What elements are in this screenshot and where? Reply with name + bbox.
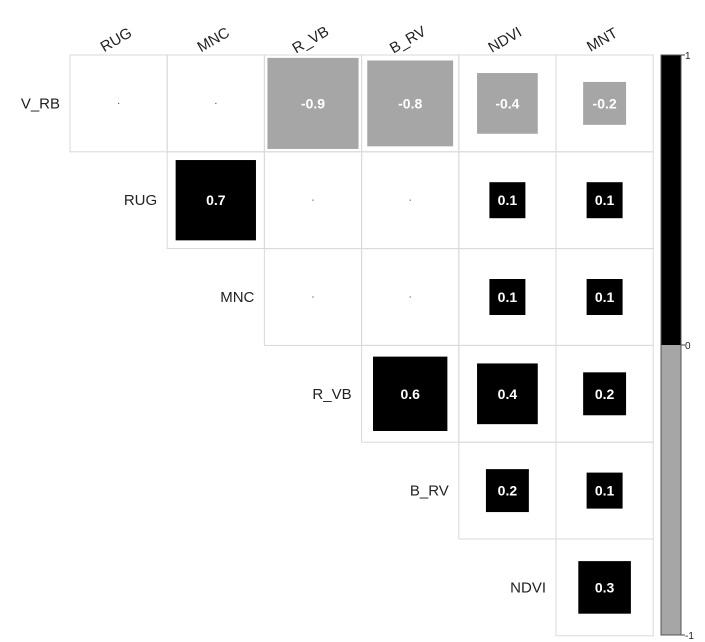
correlation-square	[578, 561, 631, 614]
row-label: MNC	[220, 289, 254, 306]
correlation-square	[367, 60, 454, 147]
row-label: RUG	[124, 192, 157, 209]
row-label: NDVI	[510, 579, 546, 596]
correlation-square	[583, 372, 627, 416]
correlation-square	[175, 160, 256, 241]
correlation-value-label: 0.6	[400, 386, 420, 402]
correlation-value-label: 0.1	[498, 289, 518, 305]
row-label: R_VB	[312, 386, 351, 403]
correlation-value-label: 0.1	[498, 192, 518, 208]
correlation-square	[477, 363, 538, 425]
correlation-square	[485, 469, 529, 513]
colorbar-tick-label: -1	[685, 631, 694, 642]
correlation-square	[586, 279, 623, 315]
correlation-square	[373, 356, 448, 431]
correlation-value-label: -0.2	[593, 95, 617, 111]
correlation-square	[586, 472, 623, 509]
correlation-square	[489, 279, 526, 315]
correlation-value-label: 0.1	[595, 289, 615, 305]
colorbar-tick-label: 1	[685, 51, 691, 62]
row-label: V_RB	[21, 95, 60, 112]
correlation-dot	[215, 102, 217, 104]
correlation-square	[583, 81, 627, 125]
correlation-dot	[312, 199, 314, 201]
correlation-dot	[409, 296, 411, 298]
correlation-value-label: 0.1	[595, 483, 615, 499]
axis-labels: RUG MNC R_VB B_RV NDVI MNT V_RB RUG MNC R_VB B_RV N…	[21, 23, 621, 596]
column-label: B_RV	[387, 23, 429, 57]
correlation-value-label: -0.8	[398, 95, 422, 111]
column-label: MNC	[195, 24, 233, 56]
column-label: NDVI	[485, 24, 525, 57]
correlation-square	[489, 182, 526, 219]
correlation-square	[267, 57, 359, 149]
correlation-value-label: 0.2	[498, 483, 518, 499]
row-label: B_RV	[410, 483, 449, 500]
correlation-value-label: -0.4	[495, 95, 519, 111]
correlation-value-label: -0.9	[301, 95, 325, 111]
column-label: RUG	[98, 24, 135, 55]
colorbar: 1 0 -1	[660, 51, 694, 642]
grid-cell	[555, 538, 654, 637]
correlation-dot	[312, 296, 314, 298]
correlation-dot	[118, 102, 120, 104]
column-label: MNT	[584, 25, 621, 56]
column-label: R_VB	[290, 23, 332, 57]
colorbar-positive-segment	[661, 55, 681, 345]
correlation-value-label: 0.7	[206, 192, 226, 208]
grid-lines	[69, 54, 654, 637]
correlation-dot	[409, 199, 411, 201]
colorbar-tick-label: 0	[685, 341, 691, 352]
correlation-value-label: 0.4	[498, 386, 518, 402]
correlation-value-label: 0.1	[595, 192, 615, 208]
correlation-square	[586, 182, 623, 219]
correlation-value-label: 0.2	[595, 386, 615, 402]
correlation-cells: -0.9 -0.8 -0.4 -0.2 0.7 0.1 0.1 0.1 0.1 0.6 0.4 0.2…	[118, 57, 631, 614]
colorbar-negative-segment	[661, 345, 681, 635]
correlation-square	[477, 73, 538, 134]
correlation-value-label: 0.3	[595, 579, 615, 595]
